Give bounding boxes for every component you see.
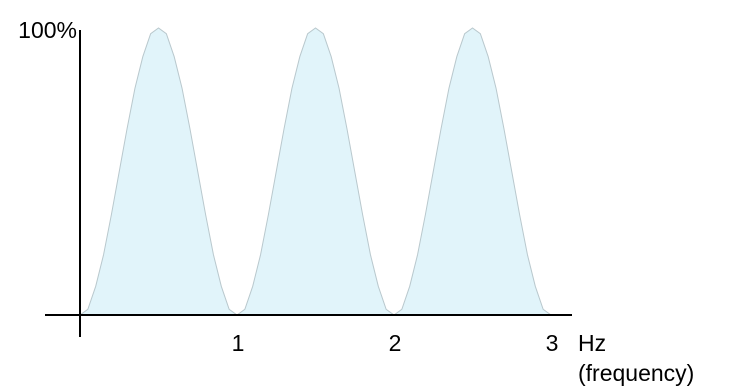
x-tick-label: 2 <box>389 330 402 356</box>
series-hump-line <box>236 27 395 316</box>
series-hump-line <box>79 27 238 316</box>
series-hump-line <box>393 27 552 316</box>
x-axis-sublabel: (frequency) <box>578 360 694 386</box>
y-max-label: 100% <box>18 17 77 43</box>
x-tick-label: 3 <box>546 330 559 356</box>
x-tick-labels: 1 2 3 <box>232 330 559 356</box>
series-lines <box>79 27 552 316</box>
x-tick-label: 1 <box>232 330 245 356</box>
series-area <box>80 28 551 315</box>
x-axis-label: Hz <box>578 330 606 356</box>
